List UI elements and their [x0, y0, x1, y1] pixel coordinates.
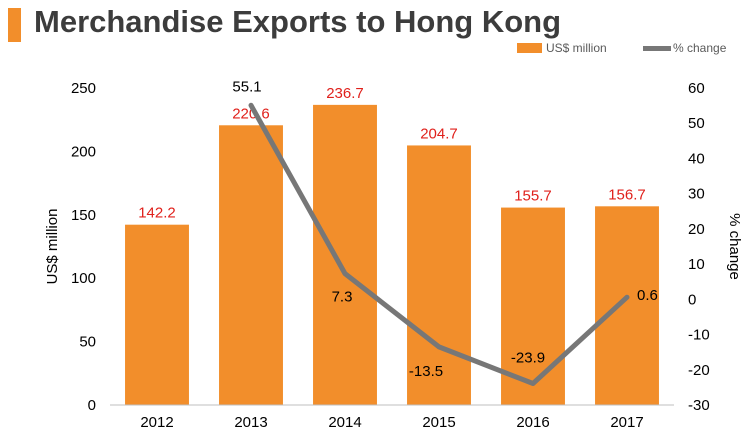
line-label-2015: -13.5	[409, 363, 443, 380]
bar-label-2014: 236.7	[326, 85, 364, 102]
x-tick-2015: 2015	[422, 414, 455, 431]
legend-label-bar: US$ million	[546, 41, 607, 55]
legend-swatch-line	[643, 46, 671, 51]
legend: US$ million % change	[0, 38, 749, 58]
y2-tick-10: 10	[688, 256, 705, 273]
y-tick-200: 200	[71, 143, 96, 160]
bar-2013	[219, 125, 283, 405]
bar-2016	[501, 207, 565, 405]
y-tick-0: 0	[88, 397, 96, 414]
chart-title: Merchandise Exports to Hong Kong	[34, 4, 562, 39]
y-tick-50: 50	[79, 334, 96, 351]
bar-label-2016: 155.7	[514, 188, 552, 205]
bar-2014	[313, 104, 377, 405]
bar-2012	[125, 224, 189, 405]
x-tick-2013: 2013	[234, 414, 267, 431]
bar-2015	[407, 145, 471, 405]
y2-tick--30: -30	[688, 397, 710, 414]
y-tick-100: 100	[71, 270, 96, 287]
title-accent-bar	[8, 8, 21, 42]
bar-label-2012: 142.2	[138, 205, 176, 222]
bar-label-2015: 204.7	[420, 125, 458, 142]
y2-tick--20: -20	[688, 362, 710, 379]
y2-tick--10: -10	[688, 327, 710, 344]
y2-tick-40: 40	[688, 150, 705, 167]
y-tick-150: 150	[71, 207, 96, 224]
legend-swatch-bar	[517, 43, 542, 53]
y2-tick-20: 20	[688, 221, 705, 238]
x-tick-2016: 2016	[516, 414, 549, 431]
y-axis-title: US$ million	[44, 209, 61, 285]
y2-tick-30: 30	[688, 186, 705, 203]
bar-2017	[595, 206, 659, 405]
line-pct-change	[248, 102, 630, 387]
bar-label-2017: 156.7	[608, 186, 646, 203]
y2-tick-60: 60	[688, 80, 705, 97]
y2-axis-title: % change	[726, 213, 743, 280]
line-label-2013: 55.1	[232, 78, 261, 95]
line-label-2016: -23.9	[511, 350, 545, 367]
x-tick-2014: 2014	[328, 414, 361, 431]
y2-tick-50: 50	[688, 115, 705, 132]
line-label-2014: 7.3	[332, 289, 353, 306]
x-tick-2012: 2012	[140, 414, 173, 431]
legend-label-line: % change	[673, 41, 727, 55]
y-tick-250: 250	[71, 80, 96, 97]
y2-tick-0: 0	[688, 291, 696, 308]
x-tick-2017: 2017	[610, 414, 643, 431]
line-label-2017: 0.6	[637, 287, 658, 304]
